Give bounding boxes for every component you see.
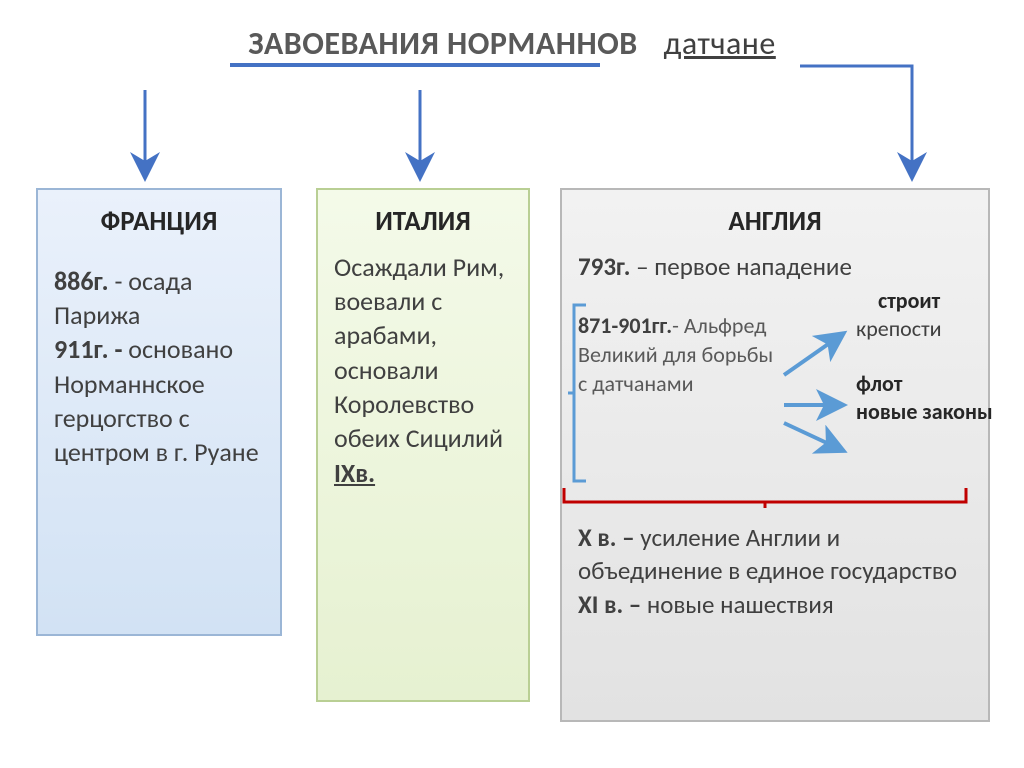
england-871-label: 871-901гг. [578, 312, 672, 339]
france-886-label: 886г. [54, 265, 109, 297]
england-793-label: 793г. [578, 251, 630, 282]
italy-text: Осаждали Рим, воевали с арабами, основал… [334, 251, 504, 455]
eng-laws: новые законы [856, 398, 996, 427]
box-italy: ИТАЛИЯ Осаждали Рим, воевали с арабами, … [316, 188, 530, 702]
england-alfred-right: строит крепости флот новые законы [856, 287, 996, 427]
france-body: 886г. - осада Парижа 911г. - основано Но… [54, 264, 264, 470]
france-911-label: 911г. - [54, 333, 122, 365]
italy-title: ИТАЛИЯ [334, 204, 512, 240]
england-title: АНГЛИЯ [578, 204, 972, 240]
england-alfred-block: 871-901гг.- Альфред Великий для борьбы с… [578, 287, 972, 497]
england-alfred-left: 871-901гг.- Альфред Великий для борьбы с… [578, 311, 778, 398]
eng-builds: строит [878, 287, 996, 316]
england-793: 793г. – первое нападение [578, 250, 972, 283]
bottom-bracket [560, 488, 970, 508]
connector-datchane [0, 0, 1024, 200]
england-bottom: X в. – усиление Англии и объединение в е… [578, 521, 972, 622]
box-england: АНГЛИЯ 793г. – первое нападение 871-901г… [560, 188, 990, 722]
france-title: ФРАНЦИЯ [54, 204, 264, 240]
eng-xv-text: усиление Англии и объединение в единое г… [578, 522, 957, 587]
italy-century: IXв. [334, 457, 375, 489]
eng-fortresses: крепости [856, 315, 996, 344]
eng-xiv-label: XI в. – [578, 589, 641, 620]
eng-xiv-text: новые нашествия [641, 589, 834, 620]
eng-xv-label: X в. – [578, 522, 635, 553]
mini-arrows [776, 305, 866, 485]
italy-body: Осаждали Рим, воевали с арабами, основал… [334, 250, 512, 490]
eng-fleet: флот [856, 370, 996, 399]
england-793-text: – первое нападение [630, 251, 851, 282]
box-france: ФРАНЦИЯ 886г. - осада Парижа 911г. - осн… [36, 188, 282, 636]
